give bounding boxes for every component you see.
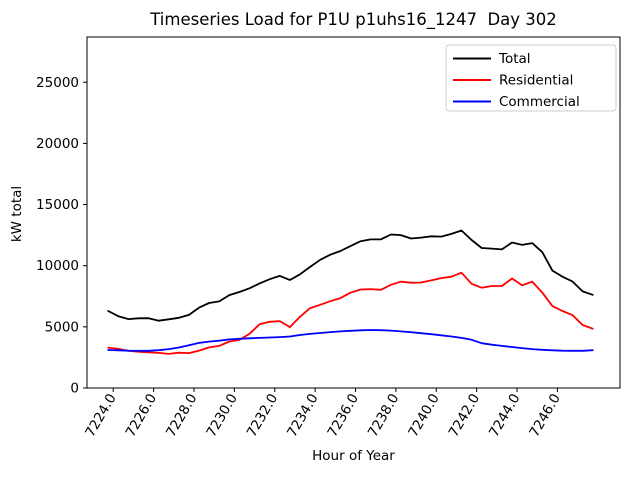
x-tick-label: 7234.0	[284, 391, 321, 440]
legend-entry-residential: Residential	[499, 73, 573, 89]
x-tick-label: 7224.0	[82, 391, 119, 440]
chart-title: Timeseries Load for P1U p1uhs16_1247 Day…	[150, 10, 557, 29]
legend-entry-total: Total	[498, 51, 531, 67]
x-axis-label: Hour of Year	[312, 448, 395, 464]
x-tick-label: 7242.0	[446, 391, 483, 440]
axes-frame	[86, 36, 621, 389]
y-tick-label: 0	[70, 381, 79, 397]
x-tick-label: 7238.0	[365, 391, 402, 440]
x-tick-label: 7240.0	[405, 391, 442, 440]
x-tick-label: 7228.0	[163, 391, 200, 440]
x-tick-label: 7246.0	[526, 391, 563, 440]
y-tick-label: 10000	[36, 258, 79, 274]
y-tick-label: 25000	[36, 75, 79, 91]
x-tick-label: 7230.0	[203, 391, 240, 440]
y-tick-label: 20000	[36, 136, 79, 152]
y-tick-label: 15000	[36, 197, 79, 213]
x-tick-label: 7244.0	[486, 391, 523, 440]
legend-box	[445, 44, 617, 112]
series-line-total	[107, 229, 594, 322]
y-tick-label: 5000	[45, 319, 79, 335]
series-line-commercial	[107, 329, 594, 352]
x-tick-label: 7236.0	[325, 391, 362, 440]
x-tick-label: 7232.0	[244, 391, 281, 440]
series-line-residential	[107, 271, 594, 355]
legend-entry-commercial: Commercial	[499, 94, 580, 110]
x-tick-label: 7226.0	[123, 391, 160, 440]
